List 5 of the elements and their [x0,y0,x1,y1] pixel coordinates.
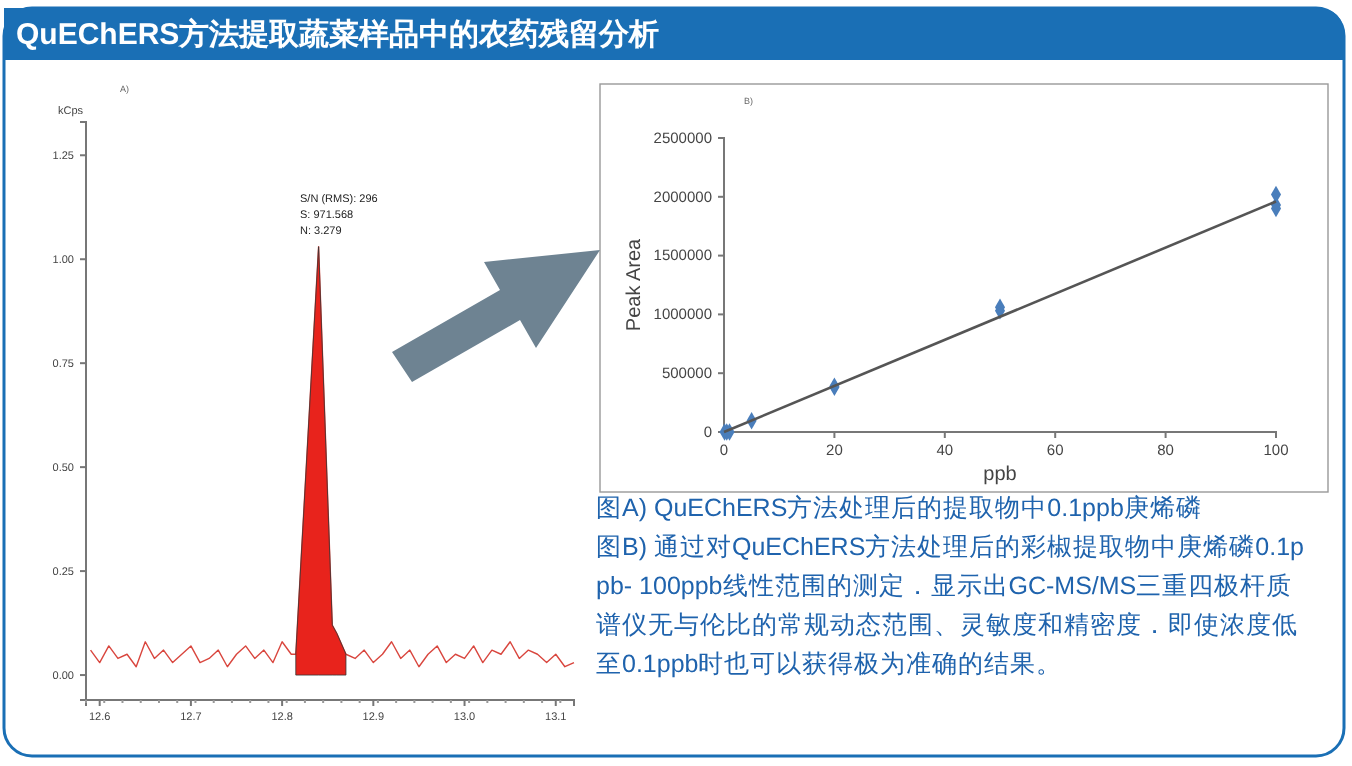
text: 图A) QuEChERS方法处理后的提取物中0.1ppb庚烯磷 [596,492,1202,522]
chart-title: QuEChERS方法提取蔬菜样品中的农药残留分析 [16,16,660,52]
text: 图B) 通过对QuEChERS方法处理后的彩椒提取物中庚烯磷0.1ppb- 100ppb线性范围的测定．显示出GC-MS/MS三重四极杆质谱仪无与伦比的常规动态范围、灵敏度和精密度．即使浓度低至0.1ppb时也可以获得极为准确的结果。 [596,531,1305,678]
y-axis-title: Peak Area [624,237,646,332]
x-axis-title: ppb [983,464,1018,486]
